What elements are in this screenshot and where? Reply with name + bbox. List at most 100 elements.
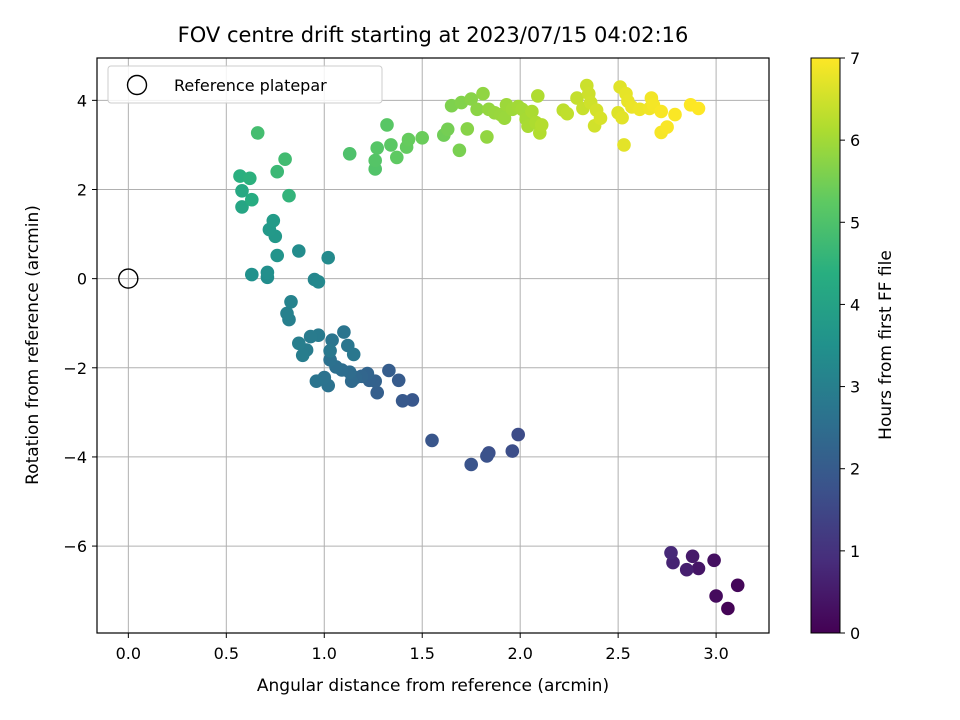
data-point <box>245 192 259 207</box>
data-point <box>370 141 385 155</box>
data-point <box>368 153 383 168</box>
data-point <box>311 275 326 289</box>
y-axis-label: Rotation from reference (arcmin) <box>23 205 43 485</box>
data-point <box>346 347 361 362</box>
colorbar-tick-label: 4 <box>850 295 860 314</box>
x-axis-label: Angular distance from reference (arcmin) <box>257 676 609 696</box>
data-point <box>337 325 351 339</box>
data-point <box>464 92 479 106</box>
reference-platepar-point <box>118 268 139 289</box>
data-point <box>321 250 336 265</box>
data-point <box>292 244 306 258</box>
x-tick-label: 3.0 <box>703 644 728 663</box>
data-point <box>270 248 285 263</box>
data-point <box>511 427 525 442</box>
plot-frame <box>96 57 770 634</box>
data-points <box>233 78 745 616</box>
data-point <box>295 348 310 363</box>
data-point <box>505 444 520 458</box>
data-point <box>266 213 281 228</box>
colorbar-label: Hours from first FF file <box>876 250 896 440</box>
data-point <box>721 601 735 616</box>
data-point <box>464 457 479 472</box>
data-point <box>709 589 723 603</box>
data-point <box>615 110 629 125</box>
colorbar-ticks: 0 1 2 3 4 5 6 7 <box>840 49 860 643</box>
colorbar-tick-label: 3 <box>850 378 860 397</box>
x-tick-label: 2.5 <box>605 644 630 663</box>
legend-label: Reference platepar <box>174 76 327 95</box>
data-point <box>260 265 275 280</box>
data-point <box>654 104 668 119</box>
data-point <box>415 131 430 145</box>
data-point <box>235 184 249 198</box>
data-point <box>534 118 549 132</box>
y-tick-label: 2 <box>77 180 87 199</box>
data-point <box>309 374 324 389</box>
colorbar: 0 1 2 3 4 5 6 7 Hours from first FF file <box>810 49 896 643</box>
x-tick-label: 0.5 <box>214 644 239 663</box>
data-point <box>617 138 631 152</box>
data-point <box>440 122 455 137</box>
data-point <box>325 333 339 348</box>
data-point <box>284 295 298 309</box>
data-point <box>730 578 745 593</box>
colorbar-tick-label: 2 <box>850 460 860 479</box>
data-point <box>292 336 306 351</box>
data-point <box>593 111 608 125</box>
data-point <box>452 143 467 158</box>
data-point <box>497 111 512 125</box>
data-point <box>707 553 721 568</box>
data-point <box>668 107 682 122</box>
y-axis-ticks: −6 −4 −2 0 2 4 <box>63 91 97 556</box>
x-axis-ticks: 0.0 0.5 1.0 1.5 2.0 2.5 3.0 <box>116 633 729 663</box>
colorbar-tick-label: 7 <box>850 49 860 68</box>
data-point <box>664 546 678 560</box>
data-point <box>243 171 257 186</box>
y-tick-label: −2 <box>63 359 87 378</box>
data-point <box>382 363 396 378</box>
x-tick-label: 1.5 <box>409 644 434 663</box>
legend-marker <box>126 74 148 96</box>
data-point <box>390 150 404 165</box>
colorbar-tick-label: 0 <box>850 624 860 643</box>
data-point <box>632 102 647 117</box>
data-point <box>401 132 416 147</box>
y-tick-label: 0 <box>77 270 87 289</box>
data-point <box>250 126 265 140</box>
data-point <box>391 373 406 388</box>
data-point <box>525 104 539 119</box>
data-point <box>278 152 292 166</box>
data-point <box>280 306 294 321</box>
data-point <box>685 549 700 564</box>
x-tick-label: 0.0 <box>116 644 141 663</box>
data-point <box>380 118 394 132</box>
x-tick-label: 1.0 <box>312 644 337 663</box>
data-point <box>476 86 490 101</box>
data-point <box>425 433 439 448</box>
x-tick-label: 2.0 <box>507 644 532 663</box>
data-point <box>660 120 674 134</box>
legend-box <box>107 65 383 104</box>
data-point <box>679 562 694 577</box>
colorbar-tick-label: 6 <box>850 131 860 150</box>
data-point <box>245 267 259 282</box>
data-point <box>303 329 318 344</box>
data-point <box>395 394 410 408</box>
y-tick-label: −4 <box>63 448 87 467</box>
data-point <box>531 89 545 103</box>
data-point <box>282 188 296 203</box>
data-point <box>235 200 249 214</box>
data-point <box>405 393 420 407</box>
reference-marker <box>118 268 139 289</box>
data-point <box>270 164 285 179</box>
legend: Reference platepar <box>107 65 383 104</box>
data-point <box>691 561 706 576</box>
y-tick-label: 4 <box>77 91 87 110</box>
chart-title: FOV centre drift starting at 2023/07/15 … <box>178 23 689 47</box>
data-point <box>570 91 584 105</box>
y-tick-label: −6 <box>63 537 87 556</box>
data-point <box>480 130 494 144</box>
data-point <box>470 102 484 117</box>
